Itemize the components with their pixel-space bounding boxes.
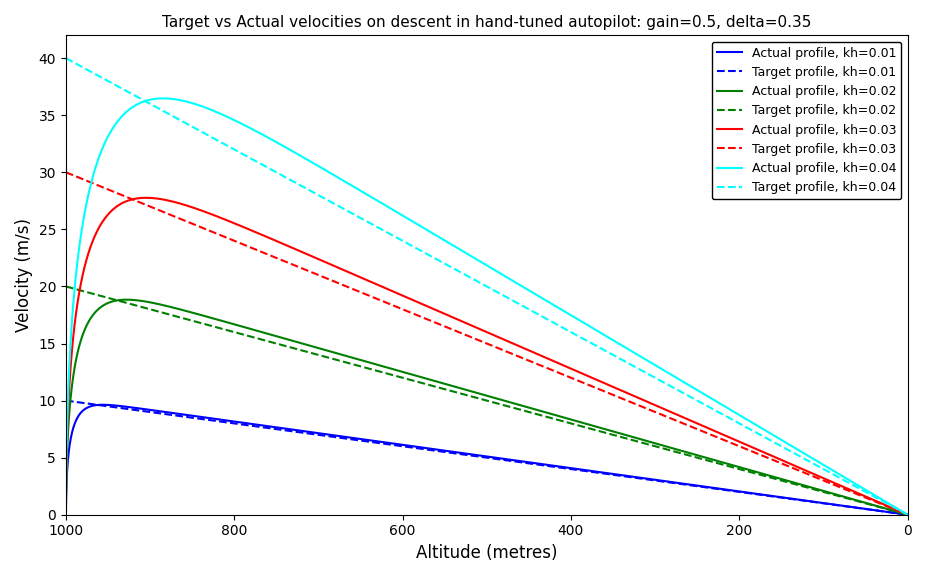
Target profile, kh=0.03 bbox=[60, 169, 71, 176]
Actual profile, kh=0.03 bbox=[902, 511, 913, 518]
Actual profile, kh=0.01 bbox=[892, 510, 903, 517]
Actual profile, kh=0.03 bbox=[141, 194, 152, 201]
Target profile, kh=0.04 bbox=[902, 511, 913, 518]
Actual profile, kh=0.03 bbox=[902, 511, 913, 518]
Actual profile, kh=0.01 bbox=[902, 511, 913, 518]
Target profile, kh=0.04 bbox=[60, 55, 71, 62]
Actual profile, kh=0.02 bbox=[895, 509, 906, 516]
Target profile, kh=0.01 bbox=[60, 397, 71, 404]
Target profile, kh=0.02 bbox=[901, 511, 912, 518]
Line: Target profile, kh=0.01: Target profile, kh=0.01 bbox=[66, 400, 908, 515]
Actual profile, kh=0.04 bbox=[902, 511, 913, 518]
X-axis label: Altitude (metres): Altitude (metres) bbox=[416, 544, 557, 562]
Target profile, kh=0.03 bbox=[902, 511, 913, 518]
Target profile, kh=0.03 bbox=[902, 511, 913, 518]
Actual profile, kh=0.01 bbox=[794, 496, 806, 503]
Actual profile, kh=0.01 bbox=[901, 511, 912, 518]
Target profile, kh=0.01 bbox=[896, 511, 908, 518]
Actual profile, kh=0.04 bbox=[902, 511, 913, 518]
Line: Actual profile, kh=0.03: Actual profile, kh=0.03 bbox=[66, 198, 908, 515]
Actual profile, kh=0.04 bbox=[856, 484, 867, 491]
Actual profile, kh=0.01 bbox=[60, 511, 71, 518]
Target profile, kh=0.03 bbox=[902, 511, 913, 518]
Actual profile, kh=0.04 bbox=[158, 95, 169, 102]
Target profile, kh=0.01 bbox=[901, 511, 912, 518]
Target profile, kh=0.04 bbox=[902, 511, 913, 518]
Target profile, kh=0.02 bbox=[895, 509, 906, 516]
Actual profile, kh=0.02 bbox=[902, 511, 913, 518]
Title: Target vs Actual velocities on descent in hand-tuned autopilot: gain=0.5, delta=: Target vs Actual velocities on descent i… bbox=[162, 15, 811, 30]
Actual profile, kh=0.03 bbox=[638, 397, 649, 404]
Y-axis label: Velocity (m/s): Velocity (m/s) bbox=[15, 218, 33, 332]
Actual profile, kh=0.04 bbox=[902, 511, 913, 518]
Target profile, kh=0.01 bbox=[794, 497, 806, 504]
Actual profile, kh=0.04 bbox=[60, 511, 71, 518]
Target profile, kh=0.04 bbox=[388, 233, 400, 240]
Target profile, kh=0.02 bbox=[901, 511, 912, 518]
Line: Actual profile, kh=0.01: Actual profile, kh=0.01 bbox=[66, 404, 908, 515]
Actual profile, kh=0.02 bbox=[901, 511, 912, 518]
Actual profile, kh=0.02 bbox=[417, 374, 428, 381]
Line: Target profile, kh=0.04: Target profile, kh=0.04 bbox=[66, 58, 908, 515]
Actual profile, kh=0.02 bbox=[60, 511, 71, 518]
Target profile, kh=0.03 bbox=[898, 509, 909, 516]
Line: Actual profile, kh=0.02: Actual profile, kh=0.02 bbox=[66, 299, 908, 515]
Target profile, kh=0.04 bbox=[900, 510, 911, 517]
Target profile, kh=0.04 bbox=[902, 511, 913, 518]
Legend: Actual profile, kh=0.01, Target profile, kh=0.01, Actual profile, kh=0.02, Targe: Actual profile, kh=0.01, Target profile,… bbox=[712, 42, 901, 199]
Actual profile, kh=0.02 bbox=[901, 511, 912, 518]
Actual profile, kh=0.02 bbox=[898, 510, 909, 517]
Actual profile, kh=0.03 bbox=[902, 511, 913, 518]
Target profile, kh=0.01 bbox=[892, 510, 903, 517]
Target profile, kh=0.02 bbox=[901, 511, 912, 518]
Actual profile, kh=0.03 bbox=[608, 384, 619, 391]
Target profile, kh=0.01 bbox=[902, 511, 913, 518]
Target profile, kh=0.02 bbox=[60, 283, 71, 290]
Actual profile, kh=0.04 bbox=[900, 510, 911, 517]
Actual profile, kh=0.01 bbox=[897, 511, 908, 518]
Target profile, kh=0.03 bbox=[607, 391, 618, 398]
Line: Target profile, kh=0.03: Target profile, kh=0.03 bbox=[66, 173, 908, 515]
Actual profile, kh=0.03 bbox=[898, 509, 909, 516]
Target profile, kh=0.02 bbox=[902, 511, 913, 518]
Actual profile, kh=0.02 bbox=[121, 296, 132, 303]
Line: Actual profile, kh=0.04: Actual profile, kh=0.04 bbox=[66, 98, 908, 515]
Actual profile, kh=0.01 bbox=[896, 511, 908, 518]
Target profile, kh=0.02 bbox=[415, 379, 426, 386]
Actual profile, kh=0.01 bbox=[827, 501, 838, 508]
Target profile, kh=0.02 bbox=[898, 510, 909, 517]
Actual profile, kh=0.02 bbox=[901, 511, 912, 518]
Actual profile, kh=0.03 bbox=[900, 511, 911, 518]
Target profile, kh=0.04 bbox=[856, 486, 867, 493]
Actual profile, kh=0.04 bbox=[391, 208, 402, 215]
Target profile, kh=0.01 bbox=[827, 501, 838, 508]
Target profile, kh=0.03 bbox=[900, 511, 911, 518]
Target profile, kh=0.01 bbox=[897, 511, 908, 518]
Line: Target profile, kh=0.02: Target profile, kh=0.02 bbox=[66, 286, 908, 515]
Actual profile, kh=0.01 bbox=[97, 401, 108, 408]
Target profile, kh=0.03 bbox=[637, 403, 648, 410]
Target profile, kh=0.04 bbox=[846, 481, 857, 488]
Actual profile, kh=0.04 bbox=[846, 478, 857, 485]
Actual profile, kh=0.03 bbox=[60, 511, 71, 518]
